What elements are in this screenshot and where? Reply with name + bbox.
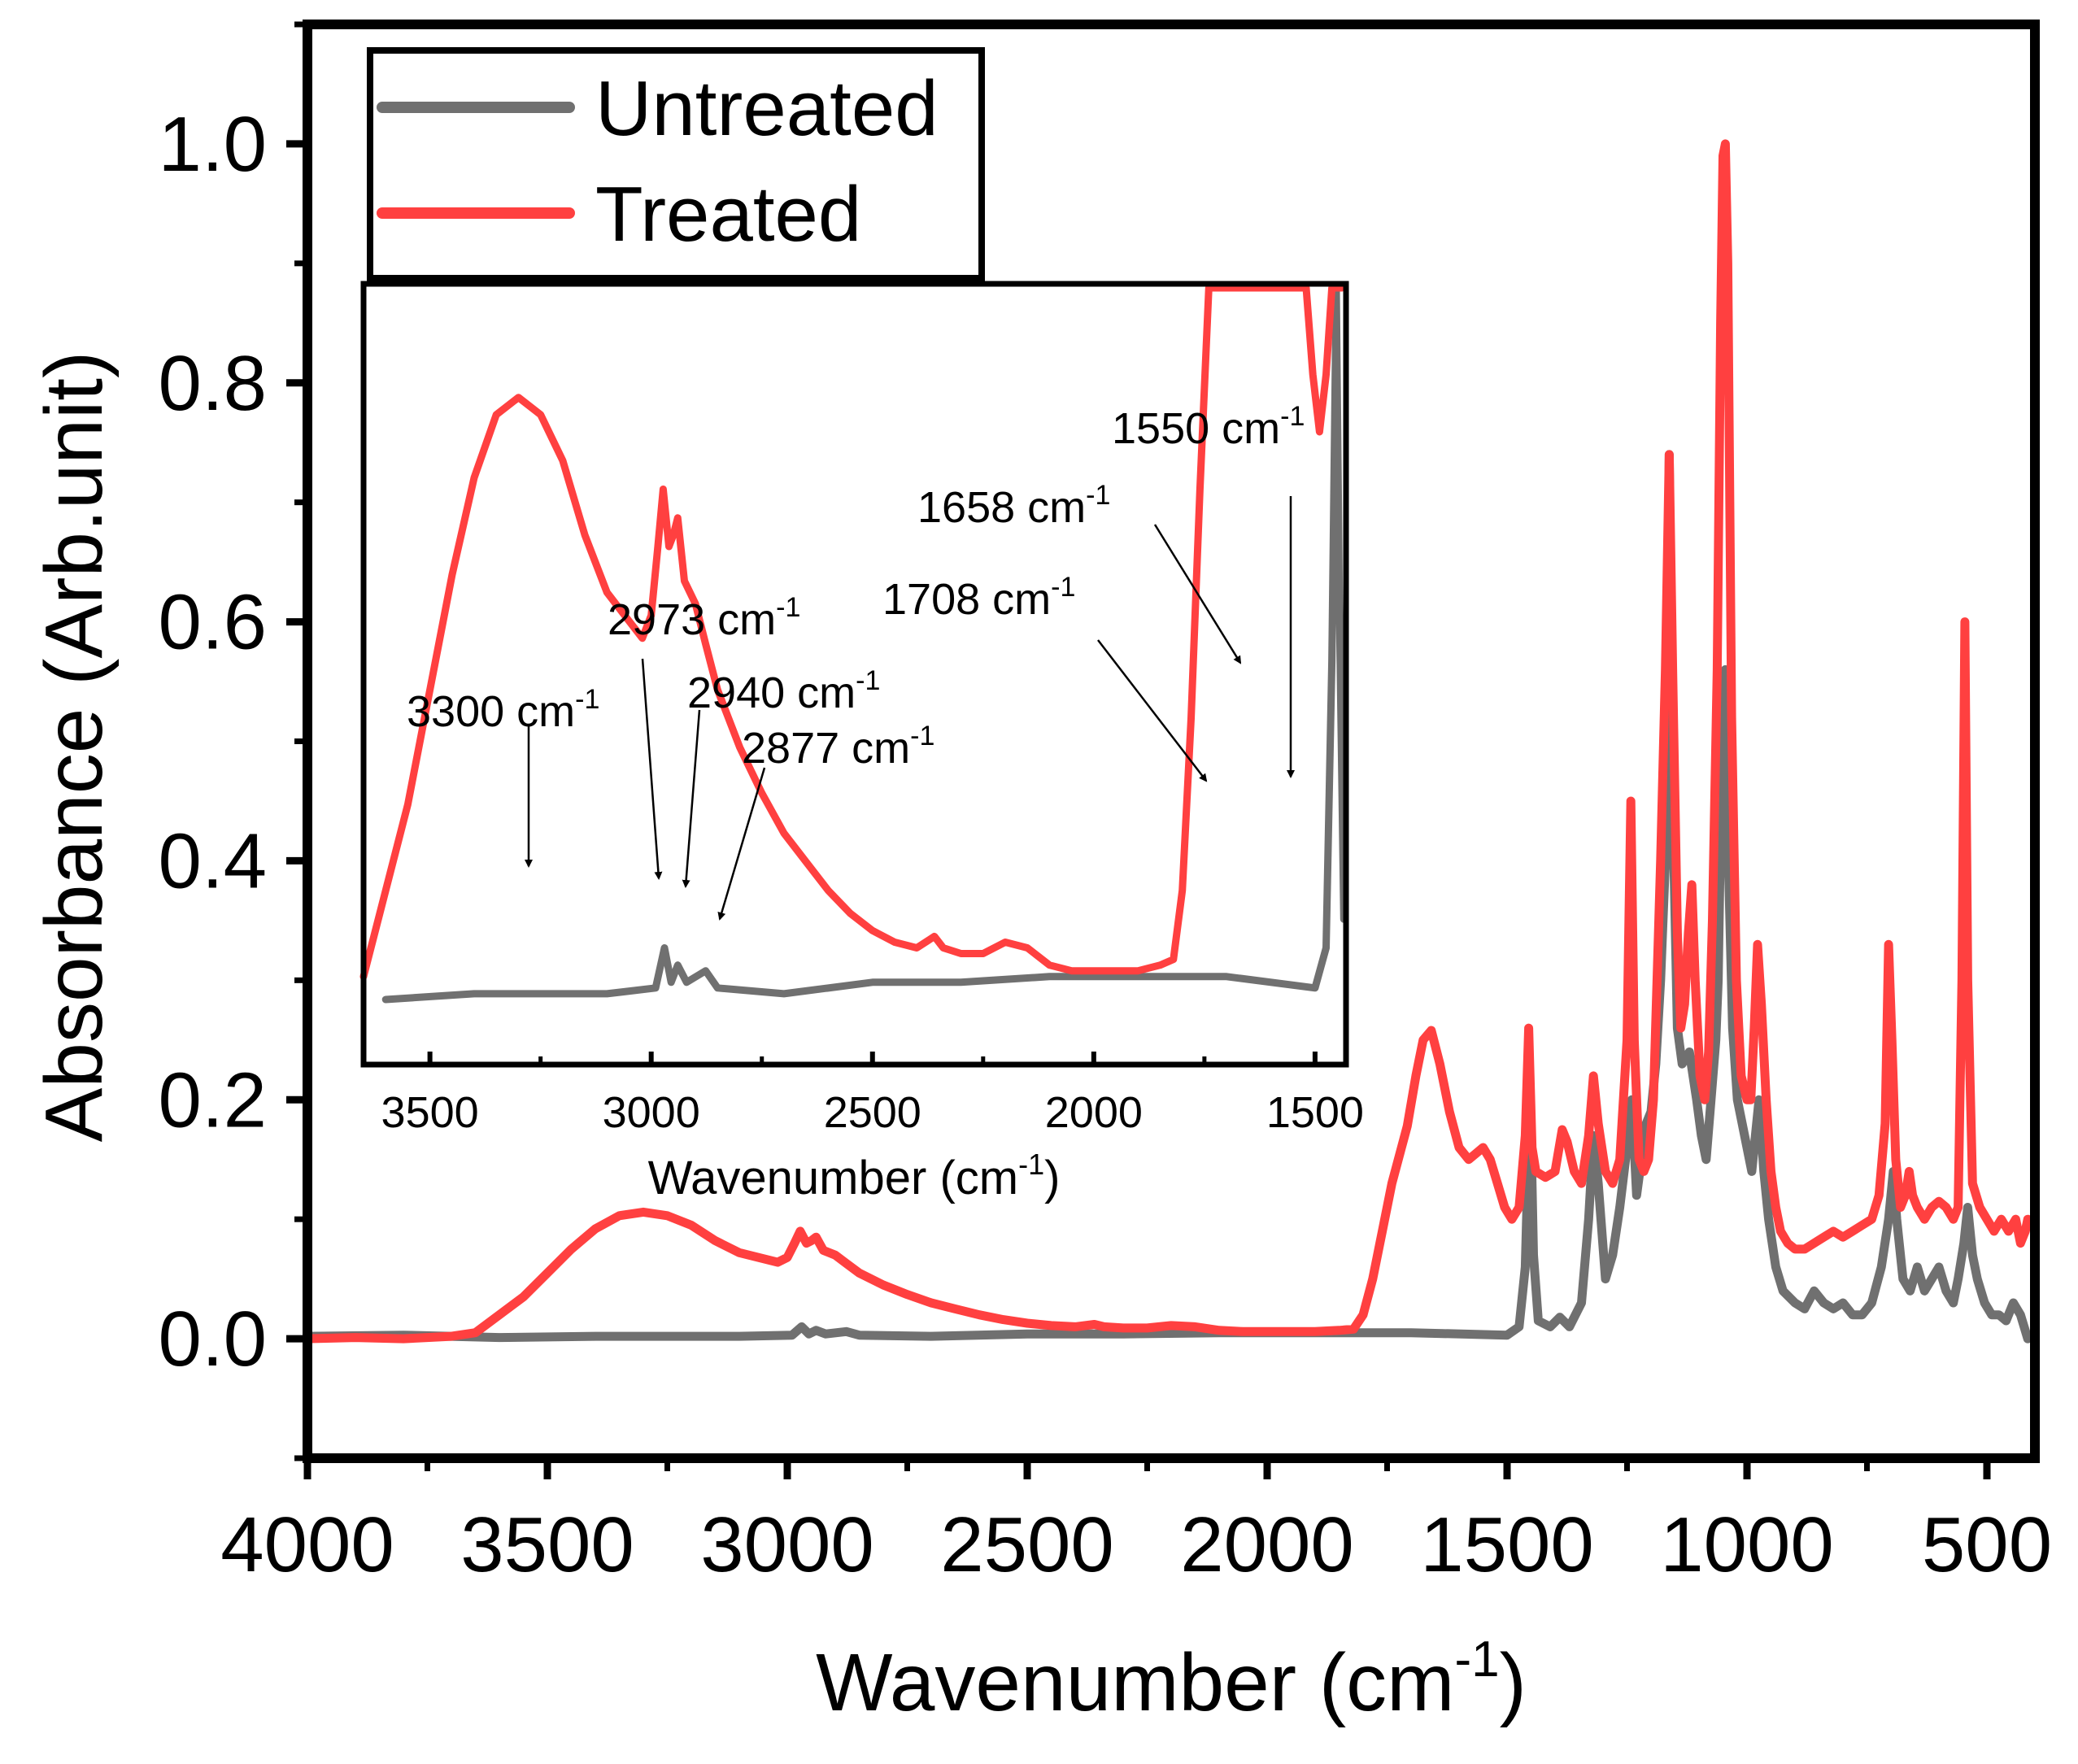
inset-x-axis-title-text: Wavenumber (cm [648, 1152, 1019, 1204]
x-axis-title: Wavenumber (cm-1) [816, 1631, 1527, 1728]
x-tick-label: 2500 [940, 1501, 1114, 1588]
inset-axis-ticks [427, 1052, 1318, 1065]
annotation-label: 2877 cm-1 [742, 721, 934, 773]
y-tick-label: 0.8 [159, 340, 267, 427]
inset-background [364, 284, 1346, 1065]
y-tick-label: 0.2 [159, 1056, 267, 1143]
x-tick-label: 3500 [460, 1501, 634, 1588]
y-tick-label: 1.0 [159, 101, 267, 188]
inset-x-tick-labels: 3500 3000 2500 2000 1500 [381, 1088, 1364, 1137]
y-tick-label: 0.0 [159, 1296, 267, 1383]
inset-x-axis-title-superscript: -1 [1018, 1148, 1044, 1181]
inset-chart: 3500 3000 2500 2000 1500 Wavenumber (cm-1) 3… [359, 281, 1364, 1204]
annotation-label: 2940 cm-1 [687, 665, 880, 717]
annotation-arrow [641, 658, 663, 880]
x-axis-title-superscript: -1 [1454, 1631, 1499, 1688]
legend-frame [367, 47, 985, 281]
inset-frame [360, 281, 1349, 1068]
x-axis-title-close: ) [1500, 1637, 1527, 1728]
inset-x-tick-label: 1500 [1266, 1088, 1364, 1137]
legend-treated-label: Treated [595, 171, 861, 258]
x-tick-label: 1500 [1420, 1501, 1594, 1588]
annotation-label: 3300 cm-1 [407, 684, 599, 736]
inset-plot-series [359, 284, 1348, 1004]
x-tick-label: 500 [1922, 1501, 2052, 1588]
inset-x-tick-label: 3500 [381, 1088, 479, 1137]
legend-untreated-label: Untreated [595, 65, 939, 152]
inset-x-tick-label: 2000 [1045, 1088, 1143, 1137]
x-tick-label: 2000 [1180, 1501, 1354, 1588]
inset-series-line-treated [359, 284, 1346, 981]
annotation-arrow [1153, 524, 1242, 664]
annotation-arrow [682, 709, 701, 888]
x-tick-label: 1000 [1660, 1501, 1834, 1588]
inset-x-tick-label: 2500 [824, 1088, 921, 1137]
main-plot-series [303, 139, 2032, 1344]
y-axis-title: Absorbance (Arb.unit) [28, 351, 120, 1143]
main-y-tick-labels: 0.0 0.2 0.4 0.6 0.8 1.0 [159, 101, 267, 1383]
annotation-arrow [717, 767, 766, 921]
main-x-tick-labels: 4000 3500 3000 2500 2000 1500 1000 500 [220, 1501, 2052, 1588]
inset-series-line-untreated [381, 284, 1348, 1004]
x-tick-label: 4000 [220, 1501, 394, 1588]
annotation-arrow [1097, 639, 1208, 782]
y-tick-label: 0.6 [159, 579, 267, 666]
inset-x-tick-label: 3000 [603, 1088, 700, 1137]
inset-x-axis-title: Wavenumber (cm-1) [648, 1148, 1061, 1204]
inset-x-axis-title-close: ) [1044, 1152, 1060, 1204]
series-line-treated [303, 139, 2032, 1344]
annotation-label: 1708 cm-1 [882, 572, 1075, 624]
x-axis-title-text: Wavenumber (cm [816, 1637, 1454, 1728]
x-tick-label: 3000 [700, 1501, 874, 1588]
y-tick-label: 0.4 [159, 817, 267, 904]
annotation-label: 1550 cm-1 [1112, 401, 1305, 453]
annotation-label: 2973 cm-1 [608, 592, 800, 644]
main-axis-ticks [286, 21, 1991, 1479]
annotation-label: 1658 cm-1 [917, 480, 1110, 532]
legend: Untreated Treated [367, 47, 985, 281]
